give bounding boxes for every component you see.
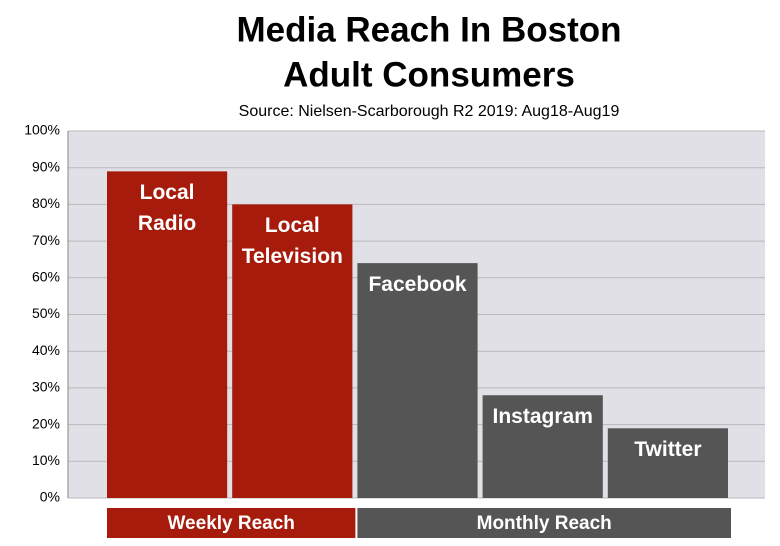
chart-title: Media Reach In Boston	[236, 10, 621, 49]
y-tick-label: 60%	[32, 269, 60, 285]
bar-label: Local Television	[241, 214, 343, 269]
chart-subtitle: Source: Nielsen-Scarborough R2 2019: Aug…	[239, 103, 620, 120]
chart-title: Adult Consumers	[283, 55, 575, 94]
bar	[607, 428, 728, 498]
y-tick-label: 30%	[32, 379, 60, 395]
bar	[232, 204, 353, 498]
y-tick-label: 100%	[24, 122, 60, 138]
y-tick-label: 10%	[32, 452, 60, 468]
bar	[107, 171, 228, 498]
group-label: Weekly Reach	[167, 513, 294, 534]
y-tick-label: 90%	[32, 158, 60, 174]
y-tick-label: 0%	[40, 489, 60, 505]
group-box	[107, 508, 356, 538]
bar	[357, 263, 478, 498]
y-tick-label: 80%	[32, 195, 60, 211]
bar-label: Facebook	[368, 273, 467, 297]
group-label: Monthly Reach	[477, 513, 612, 534]
y-tick-label: 70%	[32, 232, 60, 248]
bar-label: Local Radio	[137, 181, 197, 236]
y-tick-label: 20%	[32, 415, 60, 431]
bar-label: Twitter	[634, 438, 702, 462]
bar	[482, 395, 603, 498]
y-tick-label: 50%	[32, 305, 60, 321]
bar-label: Instagram	[492, 405, 593, 429]
group-box	[357, 508, 731, 538]
y-tick-label: 40%	[32, 342, 60, 358]
